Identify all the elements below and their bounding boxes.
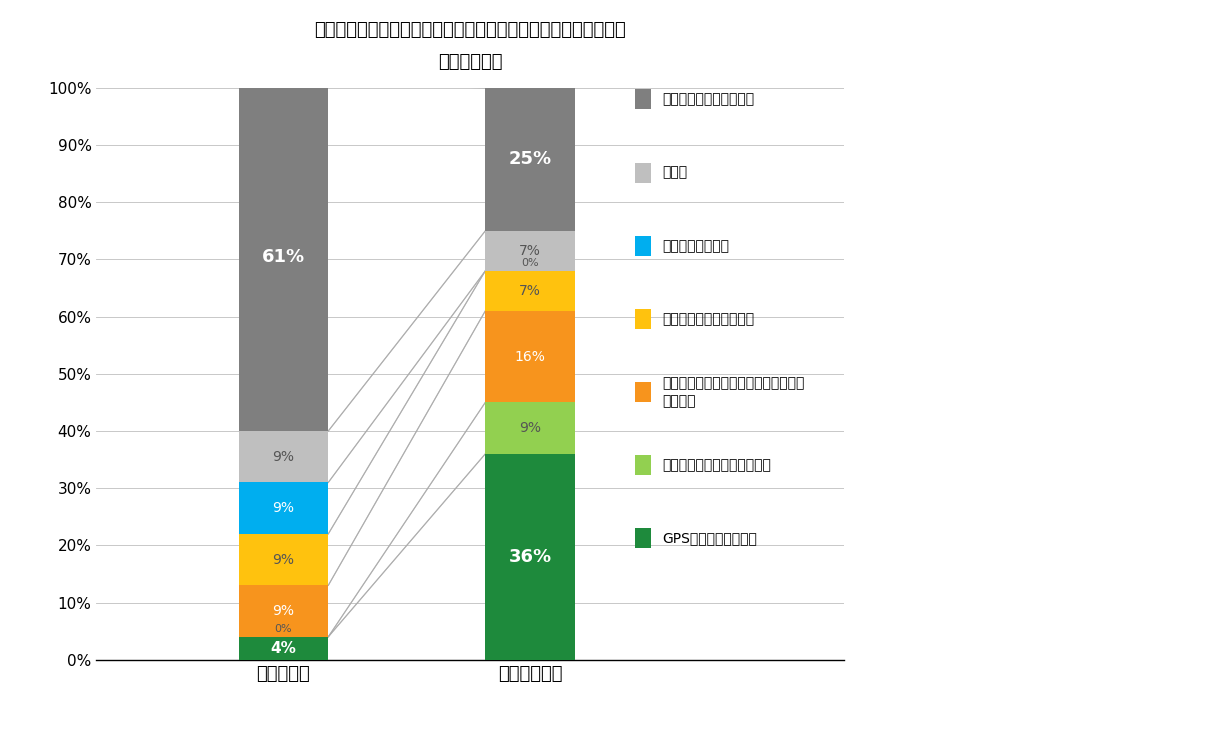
Bar bbox=[485, 402, 575, 454]
Text: 目立つ色の服を着させる: 目立つ色の服を着させる bbox=[662, 312, 755, 326]
Bar bbox=[485, 271, 575, 311]
Text: 61%: 61% bbox=[262, 248, 305, 265]
Bar bbox=[485, 454, 575, 660]
FancyBboxPatch shape bbox=[634, 236, 651, 256]
Text: 36%: 36% bbox=[509, 548, 551, 566]
Text: 迷子札等を付ける: 迷子札等を付ける bbox=[662, 239, 730, 253]
Text: 特に対策は行っていない: 特に対策は行っていない bbox=[662, 92, 755, 106]
Text: 7%: 7% bbox=[520, 284, 541, 298]
FancyBboxPatch shape bbox=[634, 382, 651, 402]
Bar bbox=[239, 431, 328, 482]
Bar bbox=[239, 637, 328, 660]
Text: 4%: 4% bbox=[270, 641, 297, 656]
Bar bbox=[239, 82, 328, 431]
Title: お子様の迷子を防ぐために、どのような対策を行っていますか。
（複数回答）: お子様の迷子を防ぐために、どのような対策を行っていますか。 （複数回答） bbox=[315, 21, 626, 71]
Text: 16%: 16% bbox=[515, 350, 545, 364]
FancyBboxPatch shape bbox=[634, 89, 651, 109]
FancyBboxPatch shape bbox=[634, 528, 651, 548]
Text: 9%: 9% bbox=[273, 450, 294, 464]
Bar bbox=[239, 482, 328, 534]
Bar bbox=[485, 231, 575, 271]
Bar bbox=[239, 586, 328, 637]
FancyBboxPatch shape bbox=[634, 163, 651, 183]
Text: GPS等を持たせている: GPS等を持たせている bbox=[662, 531, 757, 545]
Text: 携帯電話やスマホを持たせる: 携帯電話やスマホを持たせる bbox=[662, 458, 772, 472]
Text: 25%: 25% bbox=[509, 150, 551, 169]
Text: 7%: 7% bbox=[520, 244, 541, 258]
Bar bbox=[485, 311, 575, 402]
Bar bbox=[239, 534, 328, 586]
Text: 0%: 0% bbox=[275, 624, 292, 634]
FancyBboxPatch shape bbox=[634, 455, 651, 475]
Text: 9%: 9% bbox=[273, 604, 294, 618]
Text: 9%: 9% bbox=[273, 553, 294, 567]
Text: 9%: 9% bbox=[519, 421, 541, 435]
Bar bbox=[485, 88, 575, 231]
Text: 集合場所や助けを求める人等のルール
を決める: 集合場所や助けを求める人等のルール を決める bbox=[662, 376, 804, 408]
FancyBboxPatch shape bbox=[634, 309, 651, 329]
Text: その他: その他 bbox=[662, 166, 687, 180]
Text: 0%: 0% bbox=[521, 258, 539, 268]
Text: 9%: 9% bbox=[273, 501, 294, 515]
